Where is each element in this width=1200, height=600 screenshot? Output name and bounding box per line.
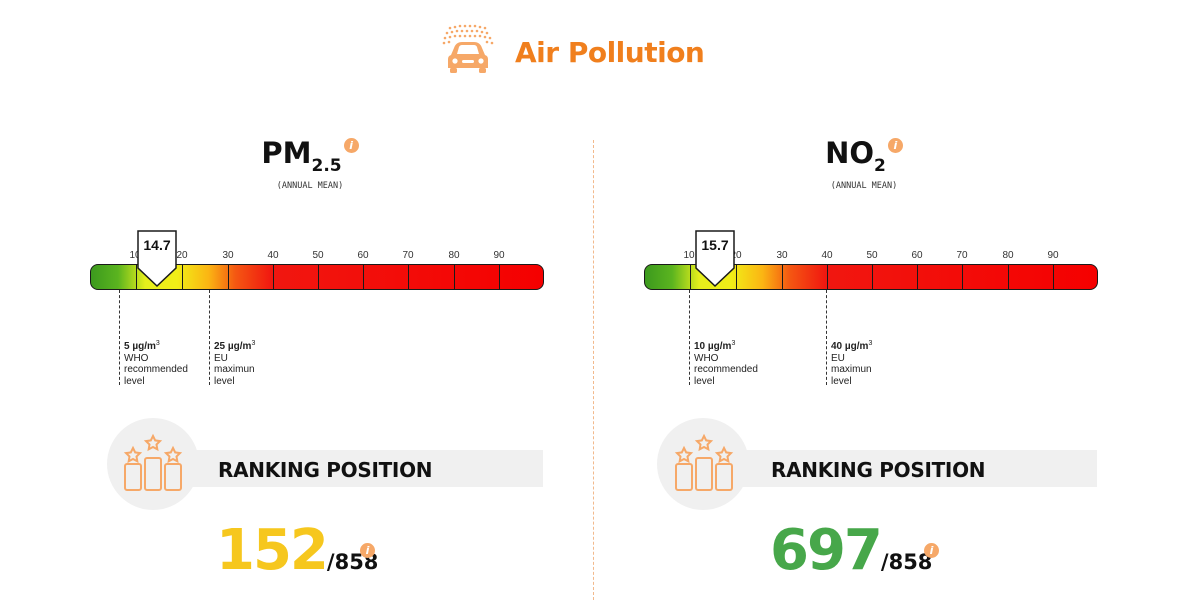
scale-tick: 20 <box>730 250 742 261</box>
pollutant-value: 14.7 <box>143 237 171 253</box>
pollutant-subscript: 2 <box>874 156 886 176</box>
info-icon[interactable]: i <box>343 138 359 153</box>
ranking-circle <box>657 418 749 510</box>
podium-icon <box>123 433 183 491</box>
value-marker: 14.7 <box>137 230 177 288</box>
scale-tick: 50 <box>866 250 878 261</box>
pollutant-name: PM <box>261 136 312 170</box>
scale-tick: 10 <box>129 250 141 261</box>
ranking-circle <box>107 418 199 510</box>
pollution-scale: 10 20 30 40 50 60 70 80 90 15.7 10 µg/m3… <box>644 230 1098 400</box>
header: Air Pollution <box>0 22 1200 82</box>
scale-tick: 70 <box>402 250 414 261</box>
rank-value: 152 <box>216 518 329 583</box>
who-value: 5 µg/m <box>124 341 156 352</box>
scale-tick: 60 <box>911 250 923 261</box>
ranking-number: 697/858 <box>770 518 932 595</box>
ranking-number: 152/858 <box>216 518 378 595</box>
car-pollution-icon <box>442 24 494 73</box>
pollution-scale: 10 20 30 40 50 60 70 80 90 14.7 5 µg/m3 W… <box>90 230 544 400</box>
scale-tick: 40 <box>267 250 279 261</box>
pollutant-title: NO2i <box>554 136 1174 176</box>
scale-tick: 40 <box>821 250 833 261</box>
annual-mean-note: (ANNUAL MEAN) <box>276 181 344 191</box>
info-icon[interactable]: i <box>360 543 375 558</box>
scale-tick: 90 <box>493 250 505 261</box>
scale-tick: 30 <box>776 250 788 261</box>
pollutant-title: PM2.5i <box>0 136 620 176</box>
scale-tick: 90 <box>1047 250 1059 261</box>
pm25-panel: PM2.5i (ANNUAL MEAN) 10 20 30 40 50 60 7… <box>90 136 544 595</box>
ranking-band <box>706 450 1097 487</box>
annual-mean-note: (ANNUAL MEAN) <box>830 181 898 191</box>
info-icon[interactable]: i <box>887 138 903 153</box>
eu-value: 40 µg/m <box>831 341 869 352</box>
info-icon[interactable]: i <box>924 543 939 558</box>
ranking-band <box>152 450 543 487</box>
scale-tick: 70 <box>956 250 968 261</box>
scale-tick: 10 <box>683 250 695 261</box>
scale-tick: 80 <box>448 250 460 261</box>
ranking-label: RANKING POSITION <box>218 458 433 482</box>
panel-divider <box>593 140 594 600</box>
scale-tick: 50 <box>312 250 324 261</box>
no2-panel: NO2i (ANNUAL MEAN) 10 20 30 40 50 60 70 … <box>554 0 1154 600</box>
pollutant-subscript: 2.5 <box>311 156 342 176</box>
pollutant-value: 15.7 <box>701 237 729 253</box>
scale-tick: 20 <box>176 250 188 261</box>
podium-icon <box>674 433 734 491</box>
scale-tick: 30 <box>222 250 234 261</box>
who-value: 10 µg/m <box>694 341 732 352</box>
value-marker: 15.7 <box>695 230 735 288</box>
eu-value: 25 µg/m <box>214 341 252 352</box>
scale-tick: 80 <box>1002 250 1014 261</box>
page-title: Air Pollution <box>515 36 705 69</box>
pollutant-name: NO <box>825 136 875 170</box>
scale-tick: 60 <box>357 250 369 261</box>
rank-total: /858 <box>880 550 933 574</box>
rank-value: 697 <box>770 518 883 583</box>
ranking-label: RANKING POSITION <box>771 458 986 482</box>
